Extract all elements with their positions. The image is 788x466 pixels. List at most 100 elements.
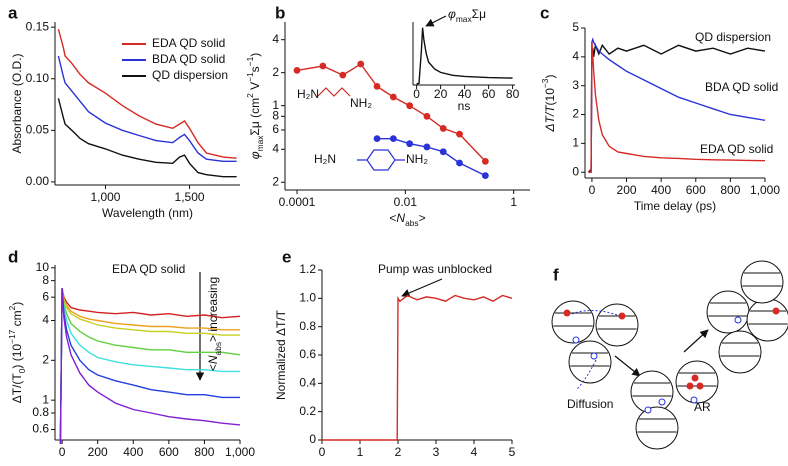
y-tick-label: 0.8 [299, 319, 316, 333]
text-part: > increasing [206, 277, 220, 342]
text-part: s [248, 66, 262, 72]
y-tick-label: 0.8 [32, 405, 49, 419]
hole [590, 352, 598, 360]
dot-circle [740, 260, 784, 304]
molecule-edge [317, 87, 351, 97]
annotation: φmaxΣμ [448, 7, 486, 24]
x-tick-label: 800 [194, 445, 214, 459]
hole [572, 336, 580, 344]
y-tick-label: 10 [36, 260, 50, 274]
x-tick-label: 400 [123, 445, 143, 459]
series-line [59, 288, 240, 444]
marker [439, 125, 447, 132]
x-axis-label: ns [458, 99, 471, 113]
marker [456, 159, 463, 167]
y-tick-label: 0.6 [32, 422, 49, 436]
legend-label: QD dispersion [152, 68, 228, 82]
y-tick-label: 0.00 [26, 174, 50, 188]
text-part: −17 [7, 329, 17, 344]
marker [293, 66, 301, 74]
y-tick-label: 2 [42, 352, 49, 366]
y-tick-label: 2 [572, 107, 579, 121]
y-tick-label: 4 [272, 141, 279, 155]
y-tick-label: 4 [572, 49, 579, 63]
text-part: max [255, 135, 265, 152]
text-part: φ [248, 151, 262, 159]
layout-shapes [195, 15, 709, 381]
annotation: H₂N [314, 152, 336, 166]
dot-circle [568, 340, 612, 384]
hop-path [571, 310, 621, 317]
marker [357, 60, 365, 68]
x-tick-label: 1,000 [225, 445, 255, 459]
x-tick-label: 0 [59, 445, 66, 459]
y-axis-label: Absorbance (O.D.) [10, 53, 24, 153]
y-axis-label: Normalized ΔT/T [274, 309, 288, 400]
text-part: > [419, 211, 426, 225]
y-axis-label: ΔT/T(10−3) [540, 75, 557, 133]
text-part: Σμ [472, 7, 486, 21]
legend-label: EDA QD solid [152, 36, 225, 50]
x-tick-label: 1 [510, 195, 517, 209]
series-line [59, 288, 240, 444]
y-tick-label: 8 [42, 273, 49, 287]
marker [423, 112, 431, 120]
dot-circle [675, 360, 719, 404]
dot-circle [706, 290, 750, 334]
x-tick-label: 1,000 [90, 190, 120, 204]
marker [456, 130, 463, 138]
chart: 0 20 40 60 80 ns φmaxΣμ [412, 7, 520, 113]
arrow [683, 329, 709, 353]
x-axis-label: Wavelength (nm) [102, 206, 193, 220]
text-part: ΔT/T [543, 104, 557, 133]
annotation: H₂N [297, 87, 319, 101]
series-line [588, 42, 766, 173]
diagram-label: Diffusion [567, 397, 613, 411]
y-tick-label: 4 [272, 32, 279, 46]
y-tick-label: 2 [272, 174, 279, 188]
text-part: cm [10, 310, 24, 329]
annotation: Pump was unblocked [378, 262, 492, 276]
series-line [59, 288, 240, 444]
annotation: NH₂ [406, 152, 428, 166]
dot-circle [595, 303, 639, 347]
series-line [59, 288, 241, 444]
annotation: <Nabs> increasing [206, 277, 223, 371]
electron [696, 382, 704, 390]
hole [734, 316, 742, 324]
dot-circle [630, 370, 674, 414]
panel-label: b [275, 3, 285, 22]
y-tick-label: 1.2 [299, 262, 316, 276]
x-tick-label: 1,000 [750, 183, 780, 197]
y-tick-label: 0.05 [26, 122, 50, 136]
series-line [416, 27, 513, 85]
series-line [57, 29, 237, 159]
marker [481, 172, 489, 180]
text-part: ) (10 [10, 344, 24, 369]
y-tick-label: 0.10 [26, 71, 50, 85]
chart: 1,000 1,500 0.00 0.05 0.10 0.15 a Wavelength (n… [8, 3, 240, 220]
arrow [614, 355, 641, 377]
y-tick-label: 6 [42, 289, 49, 303]
y-tick-label: 0.2 [299, 404, 316, 418]
electron [618, 312, 626, 320]
legend-label: BDA QD solid [152, 52, 225, 66]
y-tick-label: 5 [572, 20, 579, 34]
marker [373, 135, 381, 143]
arrow [401, 278, 443, 297]
panel-label: f [553, 265, 559, 284]
x-tick-label: 0 [589, 183, 596, 197]
electron [772, 307, 780, 315]
series-line [57, 55, 237, 162]
x-axis-label: <Nabs> [389, 211, 425, 228]
marker [406, 102, 414, 110]
x-tick-label: 60 [482, 87, 496, 101]
text-part: < [206, 364, 220, 371]
x-tick-label: 0.01 [394, 195, 418, 209]
text-part: ) [248, 53, 262, 57]
y-tick-label: 0 [309, 432, 316, 446]
text-part: 0 [17, 368, 27, 373]
x-tick-label: 600 [159, 445, 179, 459]
